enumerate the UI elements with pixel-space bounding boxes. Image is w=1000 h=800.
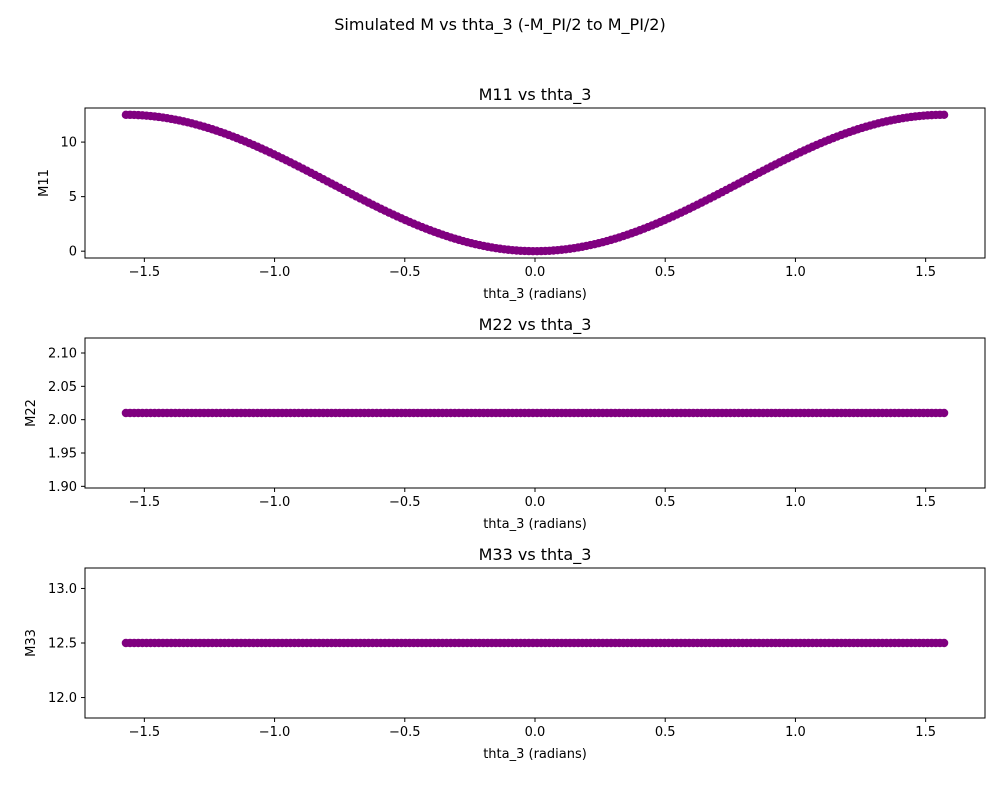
x-tick-label: 1.0 (785, 495, 806, 510)
y-tick-label: 12.5 (48, 637, 77, 652)
y-axis-label: M33 (24, 629, 39, 657)
x-tick-label: 0.5 (655, 725, 676, 740)
x-tick-label: −1.0 (259, 495, 291, 510)
x-tick-label: 1.5 (915, 495, 936, 510)
data-point (939, 110, 949, 120)
y-axis-label: M11 (37, 169, 52, 197)
x-axis-label: thta_3 (radians) (483, 287, 587, 302)
x-tick-label: 0.0 (525, 495, 546, 510)
subplot-m33: M33 vs thta_3 thta_3 (radians) M33 −1.5 −… (24, 545, 986, 762)
y-tick-label: 13.0 (48, 582, 77, 597)
x-tick-label: −0.5 (389, 725, 421, 740)
figure-suptitle: Simulated M vs thta_3 (-M_PI/2 to M_PI/2… (334, 15, 665, 35)
y-tick-label: 5 (69, 190, 77, 205)
y-tick-label: 1.95 (48, 447, 77, 462)
y-tick-label: 2.05 (48, 380, 77, 395)
x-tick-label: 1.5 (915, 265, 936, 280)
x-tick-label: 0.0 (525, 265, 546, 280)
y-axis-label: M22 (24, 399, 39, 427)
data-points (121, 408, 949, 418)
y-tick-label: 0 (69, 245, 77, 260)
y-tick-label: 1.90 (48, 480, 77, 495)
chart-title: M22 vs thta_3 (479, 315, 592, 335)
x-tick-label: −1.0 (259, 265, 291, 280)
x-tick-label: 0.5 (655, 495, 676, 510)
x-axis-label: thta_3 (radians) (483, 747, 587, 762)
chart-title: M33 vs thta_3 (479, 545, 592, 565)
y-tick-label: 12.0 (48, 691, 77, 706)
x-tick-label: 0.5 (655, 265, 676, 280)
x-tick-label: 1.0 (785, 265, 806, 280)
data-points (121, 638, 949, 648)
y-tick-label: 10 (60, 136, 77, 151)
chart-title: M11 vs thta_3 (479, 85, 592, 105)
x-tick-label: −0.5 (389, 495, 421, 510)
x-axis-label: thta_3 (radians) (483, 517, 587, 532)
y-tick-label: 2.00 (48, 413, 77, 428)
x-tick-label: −0.5 (389, 265, 421, 280)
x-tick-label: 0.0 (525, 725, 546, 740)
x-tick-label: −1.0 (259, 725, 291, 740)
data-point (939, 408, 949, 418)
data-points (121, 110, 949, 256)
data-point (939, 638, 949, 648)
subplot-m22: M22 vs thta_3 thta_3 (radians) M22 −1.5 −… (24, 315, 986, 532)
x-tick-label: 1.5 (915, 725, 936, 740)
y-tick-label: 2.10 (48, 347, 77, 362)
x-tick-label: −1.5 (129, 265, 161, 280)
subplot-m11: M11 vs thta_3 thta_3 (radians) M11 −1.5 −… (37, 85, 986, 302)
x-tick-label: −1.5 (129, 495, 161, 510)
x-tick-label: 1.0 (785, 725, 806, 740)
x-tick-label: −1.5 (129, 725, 161, 740)
